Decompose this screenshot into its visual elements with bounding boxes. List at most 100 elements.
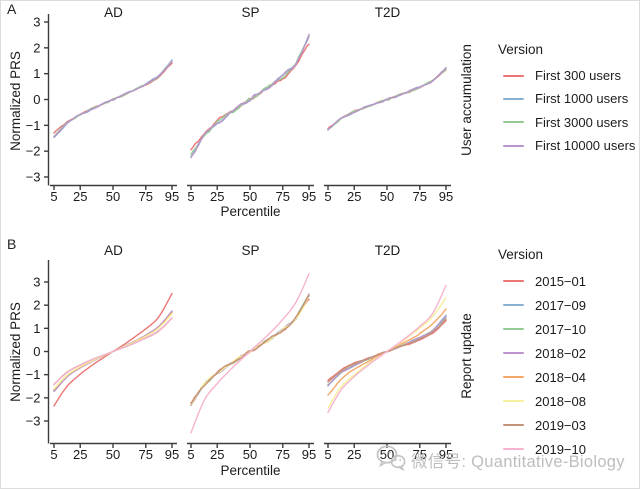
right-strip-label-b: Report update [459,313,474,399]
legend-item-label: First 1000 users [535,91,629,107]
x-tick-label: 50 [380,447,394,462]
legend-key-line [503,328,524,330]
legend-item-label: 2018−04 [535,369,586,385]
x-tick-label: 95 [165,189,179,204]
curve-B-SP-2018-08 [190,294,310,406]
y-tick-label: 1 [33,321,40,336]
legend-a-items: First 300 users First 1000 users First 300… [497,64,635,157]
legend-key-line [503,448,524,450]
curve-A-T2D-First 10000 users [327,66,447,131]
legend-item-label: 2018−08 [535,393,586,409]
curve-B-AD-2015-01 [53,292,173,407]
x-tick-label: 95 [165,447,179,462]
y-tick-label: −3 [26,414,41,429]
x-axis-label-a: Percentile [220,204,281,219]
curve-B-AD-2019-10 [53,317,173,386]
y-tick-label: −1 [26,118,41,133]
legend-b: Version 2015−01 2017−09 2017−10 2018−02 2018… [497,247,586,461]
legend-a: Version First 300 users First 1000 users F… [497,42,635,157]
legend-item-label: First 10000 users [535,138,636,154]
facet-title-b-ad: AD [104,243,123,258]
y-tick-label: 2 [33,40,40,55]
x-tick-label: 50 [106,189,120,204]
y-tick-label: −1 [26,367,41,382]
y-axis-label-a: Normalized PRS [8,51,23,151]
x-tick-label: 95 [302,189,316,204]
x-tick-label: 25 [73,447,87,462]
x-tick-label: 75 [413,189,427,204]
curve-A-SP-First 10000 users [190,33,310,159]
x-tick-label: 25 [347,447,361,462]
legend-item: 2018−02 [497,341,586,365]
legend-item-label: 2019−03 [535,417,586,433]
curve-B-T2D-2018-08 [327,297,447,409]
x-tick-label: 5 [50,447,57,462]
x-tick-label: 5 [187,447,194,462]
legend-key-line [503,424,524,426]
curve-B-T2D-2019-10 [327,284,447,414]
curve-A-SP-First 3000 users [190,36,310,156]
legend-item: First 3000 users [497,111,635,134]
panel-a-letter: A [7,1,17,17]
y-tick-label: 3 [33,274,40,289]
right-strip-label-a: User accumulation [459,44,474,156]
legend-item-label: First 300 users [535,68,621,84]
legend-key-line [503,144,524,147]
x-tick-label: 95 [439,189,453,204]
legend-item: First 1000 users [497,87,635,110]
x-tick-label: 5 [324,447,331,462]
legend-key-line [503,304,524,306]
legend-item-label: 2019−10 [535,441,586,457]
x-tick-label: 50 [243,447,257,462]
x-tick-label: 50 [106,447,120,462]
y-axis-label-b: Normalized PRS [8,302,23,402]
x-tick-label: 75 [413,447,427,462]
x-tick-label: 5 [324,189,331,204]
curve-B-SP-2019-03 [190,294,310,405]
legend-item: 2018−08 [497,389,586,413]
legend-key-line [503,376,524,378]
curve-B-SP-2019-10 [190,273,310,434]
facet-title-a-ad: AD [104,5,123,20]
legend-item: 2018−04 [497,365,586,389]
legend-key-line [503,74,524,77]
facet-title-a-t2d: T2D [374,5,401,20]
x-tick-label: 75 [276,189,290,204]
curve-A-SP-First 300 users [190,43,310,151]
panel-b-letter: B [7,236,17,252]
facet-title-b-t2d: T2D [374,243,401,258]
legend-item-label: First 3000 users [535,114,629,130]
y-tick-label: −2 [26,390,41,405]
legend-title-a: Version [498,42,544,57]
x-tick-label: 5 [187,189,194,204]
y-tick-label: −3 [26,169,41,184]
legend-item: 2019−10 [497,437,586,461]
legend-item: First 300 users [497,64,635,87]
y-tick-label: 0 [33,344,40,359]
y-tick-label: 2 [33,298,40,313]
legend-item-label: 2017−10 [535,321,586,337]
facet-title-a-sp: SP [241,5,260,20]
curve-B-SP-2018-04 [190,294,310,404]
legend-item-label: 2018−02 [535,345,586,361]
legend-item: 2017−10 [497,317,586,341]
y-tick-label: 3 [33,15,40,30]
curve-A-SP-First 1000 users [190,34,310,158]
legend-item: 2017−09 [497,293,586,317]
y-tick-label: −2 [26,144,41,159]
x-tick-label: 75 [276,447,290,462]
x-tick-label: 25 [210,189,224,204]
x-tick-label: 25 [347,189,361,204]
x-tick-label: 25 [210,447,224,462]
legend-key-line [503,352,524,354]
curve-A-AD-First 300 users [53,62,173,134]
x-tick-label: 50 [380,189,394,204]
y-tick-label: 0 [33,92,40,107]
legend-item: 2019−03 [497,413,586,437]
x-tick-label: 50 [243,189,257,204]
legend-key-line [503,97,524,100]
curve-B-SP-2017-10 [190,293,310,405]
